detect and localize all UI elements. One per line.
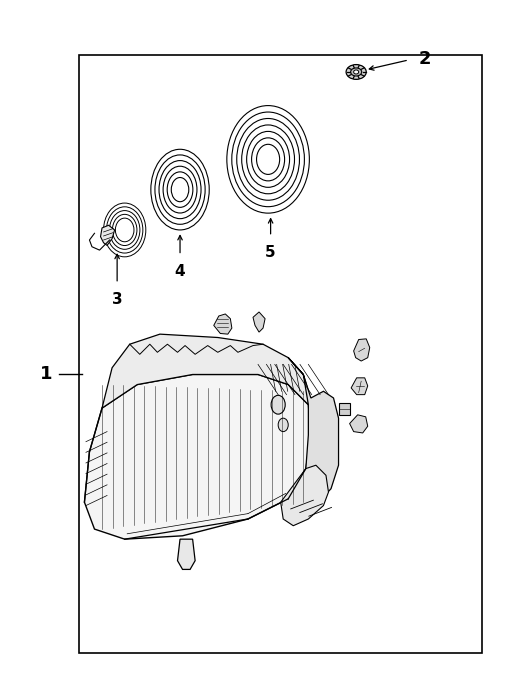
Text: 4: 4 bbox=[174, 263, 185, 279]
Polygon shape bbox=[102, 334, 308, 408]
Bar bbox=[338, 403, 349, 415]
Polygon shape bbox=[353, 339, 369, 361]
Text: 1: 1 bbox=[40, 365, 53, 383]
Polygon shape bbox=[100, 225, 115, 246]
Polygon shape bbox=[349, 415, 367, 433]
Polygon shape bbox=[280, 465, 328, 526]
Ellipse shape bbox=[350, 68, 361, 76]
Text: 2: 2 bbox=[418, 49, 431, 68]
Ellipse shape bbox=[345, 65, 366, 80]
Circle shape bbox=[278, 418, 288, 431]
Polygon shape bbox=[84, 375, 310, 539]
Circle shape bbox=[271, 396, 285, 414]
Ellipse shape bbox=[353, 70, 358, 74]
Polygon shape bbox=[252, 312, 265, 332]
Text: 3: 3 bbox=[112, 292, 122, 307]
Text: 5: 5 bbox=[265, 246, 275, 261]
Polygon shape bbox=[177, 539, 195, 570]
Polygon shape bbox=[288, 358, 338, 502]
Polygon shape bbox=[213, 314, 231, 334]
Polygon shape bbox=[350, 378, 367, 395]
Bar bbox=[79, 55, 481, 653]
